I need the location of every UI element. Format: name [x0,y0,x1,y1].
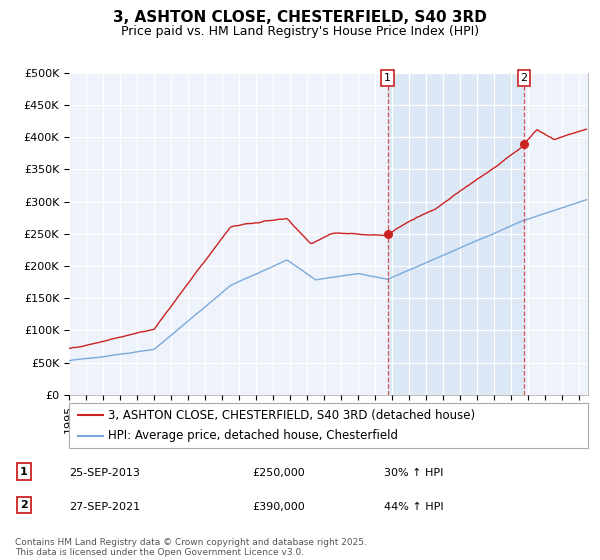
Text: 2: 2 [520,73,527,83]
Text: Contains HM Land Registry data © Crown copyright and database right 2025.
This d: Contains HM Land Registry data © Crown c… [15,538,367,557]
Text: £390,000: £390,000 [252,502,305,512]
Text: 3, ASHTON CLOSE, CHESTERFIELD, S40 3RD: 3, ASHTON CLOSE, CHESTERFIELD, S40 3RD [113,10,487,25]
Text: 3, ASHTON CLOSE, CHESTERFIELD, S40 3RD (detached house): 3, ASHTON CLOSE, CHESTERFIELD, S40 3RD (… [108,409,475,422]
Text: Price paid vs. HM Land Registry's House Price Index (HPI): Price paid vs. HM Land Registry's House … [121,25,479,38]
Text: 27-SEP-2021: 27-SEP-2021 [69,502,140,512]
Bar [388,73,524,395]
Text: 1: 1 [384,73,391,83]
Text: 2: 2 [20,500,28,510]
Text: HPI: Average price, detached house, Chesterfield: HPI: Average price, detached house, Ches… [108,430,398,442]
Text: 30% ↑ HPI: 30% ↑ HPI [384,468,443,478]
Text: £250,000: £250,000 [252,468,305,478]
Text: 25-SEP-2013: 25-SEP-2013 [69,468,140,478]
Text: 44% ↑ HPI: 44% ↑ HPI [384,502,443,512]
Text: 1: 1 [20,466,28,477]
